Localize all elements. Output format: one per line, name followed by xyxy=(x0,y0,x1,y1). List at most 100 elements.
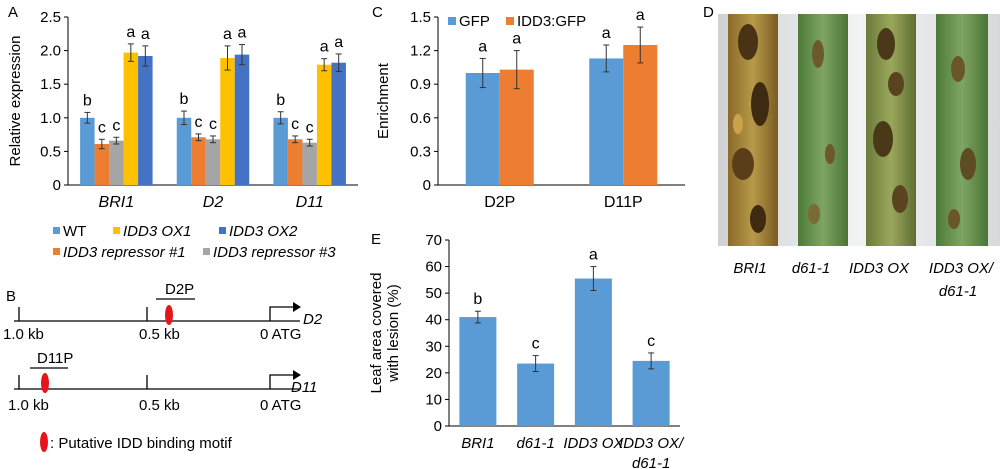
panel-label-e: E xyxy=(371,231,381,248)
legend-label: IDD3 OX1 xyxy=(123,223,191,240)
x-category-label: d61-1 xyxy=(632,455,670,469)
significance-letter: a xyxy=(636,7,645,24)
bar-idd3-ox1-2 xyxy=(220,57,235,185)
y-axis-label: with lesion (%) xyxy=(385,284,402,383)
photo-label-idd3ox-d61-line2: d61-1 xyxy=(939,283,977,300)
bar-idd3-gfp-2 xyxy=(623,45,658,185)
d11p-fragment-label: D11P xyxy=(37,350,73,367)
d11-scale-atg: 0 ATG xyxy=(260,397,301,414)
y-tick-label: 1.0 xyxy=(40,110,61,127)
bar-idd3-repressor-1-2 xyxy=(191,137,206,185)
legend-swatch xyxy=(203,248,210,255)
bar-gfp-2 xyxy=(589,58,624,185)
d11-idd-motif xyxy=(41,373,49,393)
d2p-fragment-label: D2P xyxy=(165,281,194,298)
x-category-label: D2P xyxy=(484,194,515,211)
panel-label-a: A xyxy=(8,4,18,21)
significance-letter: c xyxy=(532,336,540,353)
photo-label-bri1: BRI1 xyxy=(733,260,766,277)
significance-letter: c xyxy=(112,117,120,134)
bar-idd3-repressor-1-3 xyxy=(287,139,303,185)
y-tick-label: 0.3 xyxy=(410,143,431,160)
significance-letter: a xyxy=(238,25,247,42)
y-tick-label: 40 xyxy=(425,312,442,329)
legend-label: WT xyxy=(63,223,86,240)
significance-letter: c xyxy=(291,116,299,133)
d11-tss-arrow xyxy=(269,374,297,389)
legend-swatch xyxy=(448,17,456,25)
significance-letter: b xyxy=(473,291,482,308)
d2-scale-atg: 0 ATG xyxy=(260,326,301,343)
x-category-label: D11 xyxy=(296,194,324,211)
significance-letter: b xyxy=(83,92,92,109)
d2-tss-arrowhead xyxy=(293,302,301,312)
bar-idd3-ox1-1 xyxy=(123,52,139,186)
significance-letter: a xyxy=(223,26,232,43)
significance-letter: a xyxy=(334,34,343,51)
bar-series-1 xyxy=(459,317,497,426)
significance-letter: b xyxy=(180,91,189,108)
y-tick-label: 2.0 xyxy=(40,43,61,60)
x-category-label: BRI1 xyxy=(99,194,135,211)
legend-swatch xyxy=(219,227,226,234)
photo-labels: BRI1 d61-1 IDD3 OX IDD3 OX/ d61-1 xyxy=(733,260,995,300)
y-tick-label: 0 xyxy=(53,177,61,194)
y-tick-label: 30 xyxy=(425,338,442,355)
significance-letter: c xyxy=(209,116,217,133)
bar-wt-3 xyxy=(273,117,288,185)
legend-relative-expression: WT IDD3 OX1 IDD3 OX2 IDD3 repressor #1 IDD3 … xyxy=(53,223,336,261)
legend-label: IDD3:GFP xyxy=(517,13,586,30)
legend-label: GFP xyxy=(459,13,490,30)
bar-idd3-repressor-3-3 xyxy=(302,142,317,185)
d11-scale-1kb: 1.0 kb xyxy=(8,397,49,414)
motif-legend-symbol xyxy=(40,432,48,452)
panel-label-b: B xyxy=(6,288,16,305)
d2-gene-label: D2 xyxy=(303,311,323,328)
bar-gfp-1 xyxy=(465,73,500,185)
legend-swatch xyxy=(113,227,120,234)
bar-idd3-ox2-1 xyxy=(138,55,153,186)
significance-letter: b xyxy=(276,92,285,109)
legend-swatch xyxy=(506,17,514,25)
x-category-label: D2 xyxy=(203,194,224,211)
photo-label-idd3ox-d61-line1: IDD3 OX/ xyxy=(929,260,995,277)
x-category-label: IDD3 OX/ xyxy=(619,435,685,452)
x-category-label: d61-1 xyxy=(516,435,554,452)
y-tick-label: 10 xyxy=(425,391,442,408)
bar-series-4 xyxy=(632,360,670,426)
y-tick-label: 0.6 xyxy=(410,110,431,127)
panel-label-d: D xyxy=(703,4,714,21)
bar-idd3-ox2-2 xyxy=(234,54,250,185)
y-tick-label: 0 xyxy=(423,177,431,194)
photo-label-idd3ox: IDD3 OX xyxy=(849,260,910,277)
legend-label: IDD3 OX2 xyxy=(229,223,298,240)
significance-letter: c xyxy=(306,119,314,136)
y-tick-label: 1.2 xyxy=(410,43,431,60)
x-category-label: IDD3 OX xyxy=(563,435,624,452)
bar-series-3 xyxy=(574,278,612,426)
motif-legend-label: : Putative IDD binding motif xyxy=(50,435,233,452)
y-tick-label: 70 xyxy=(425,232,442,249)
y-tick-label: 50 xyxy=(425,285,442,302)
legend-label: IDD3 repressor #1 xyxy=(63,244,186,261)
bar-wt-1 xyxy=(80,117,95,185)
y-axis-label: Leaf area covered xyxy=(368,273,385,394)
photo-label-d61: d61-1 xyxy=(792,260,830,277)
d11-scale-05kb: 0.5 kb xyxy=(139,397,180,414)
y-tick-label: 60 xyxy=(425,259,442,276)
d2-scale-05kb: 0.5 kb xyxy=(139,326,180,343)
legend-swatch xyxy=(53,227,60,234)
y-tick-label: 0.9 xyxy=(410,76,431,93)
leaf-lesion-photo xyxy=(718,14,1000,246)
d11-tss-arrowhead xyxy=(293,370,301,380)
y-tick-label: 0 xyxy=(434,418,442,435)
y-tick-label: 2.5 xyxy=(40,9,61,26)
d11-gene-label: D11 xyxy=(291,379,317,396)
x-category-label: BRI1 xyxy=(461,435,494,452)
significance-letter: c xyxy=(647,333,655,350)
y-tick-label: 1.5 xyxy=(40,76,61,93)
panel-label-c: C xyxy=(372,4,383,21)
bar-wt-2 xyxy=(176,117,192,185)
significance-letter: a xyxy=(126,24,135,41)
